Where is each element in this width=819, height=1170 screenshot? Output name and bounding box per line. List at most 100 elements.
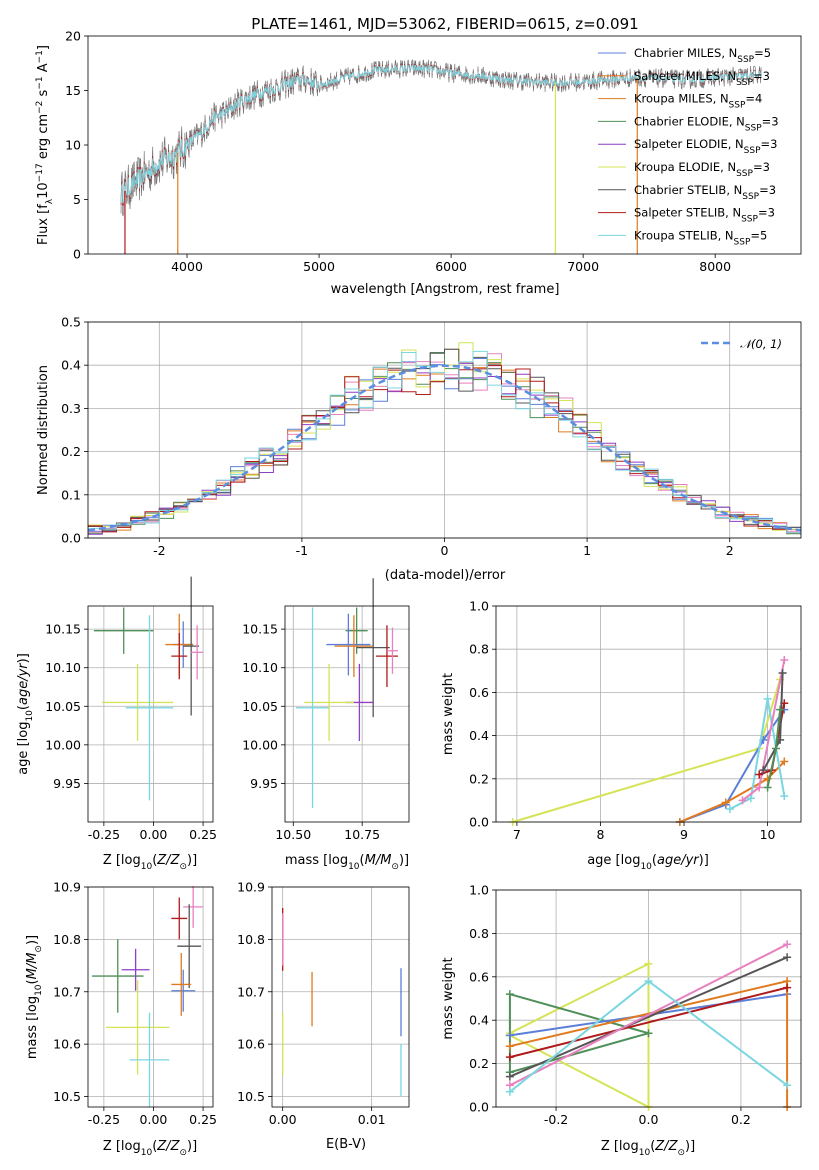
legend-entry: Salpeter STELIB, NSSP=3 — [634, 206, 775, 225]
legend-entry-part: =5 — [754, 46, 771, 60]
y-tick-label: 10.7 — [53, 984, 81, 999]
axes-frame — [87, 35, 802, 255]
y-tick-label: 0.0 — [61, 531, 81, 546]
legend-entry: Kroupa STELIB, NSSP=5 — [634, 228, 767, 247]
y-tick-label: 0.4 — [469, 1013, 489, 1028]
y-axis-label: Flux [fλ10−17 erg cm−2 s−1 A−1] — [35, 45, 55, 245]
x-tick-label: 2 — [726, 543, 734, 558]
legend-entry-part: SSP — [736, 78, 753, 88]
x-tick-label: 7000 — [567, 259, 599, 274]
y-axis-label-part: 10 — [25, 710, 35, 722]
legend-entry: Chabrier STELIB, NSSP=3 — [634, 183, 776, 202]
y-axis-label-part: mass [log — [25, 996, 40, 1059]
y-axis-label-part: age [log — [16, 722, 31, 775]
x-axis-label: Z [log10(Z/Z⊙)] — [103, 853, 197, 872]
y-tick-label: 0.4 — [469, 728, 489, 743]
y-tick-label: 9.95 — [53, 776, 81, 791]
weight-marker — [505, 1072, 514, 1081]
y-axis-label: mass weight — [441, 673, 456, 755]
x-tick-label: -1 — [296, 543, 308, 558]
weight-marker — [738, 796, 747, 805]
legend-entry: Chabrier ELODIE, NSSP=3 — [634, 114, 779, 133]
axes-frame — [284, 605, 410, 823]
x-axis-label-part: ⊙ — [179, 862, 187, 872]
weight-marker — [780, 792, 789, 801]
x-axis-label-part: ( — [652, 853, 657, 868]
x-axis-label-part: Z [log — [103, 1139, 141, 1154]
x-tick-label: 0.2 — [731, 1112, 751, 1127]
y-tick-label: 0.8 — [469, 642, 489, 657]
weight-marker — [783, 1081, 792, 1090]
x-axis-label-part: 10 — [640, 862, 652, 872]
legend-entry-part: Kroupa MILES, N — [634, 92, 729, 106]
legend-entry-part: =3 — [762, 114, 779, 128]
legend-entry: Chabrier MILES, NSSP=5 — [634, 46, 771, 65]
legend-entry-part: =3 — [761, 137, 778, 151]
y-tick-label: 0.0 — [469, 1100, 489, 1115]
legend-entry-part: =3 — [753, 160, 770, 174]
x-axis-label-part: age [log — [587, 853, 640, 868]
x-axis-label-part: M/M — [365, 853, 392, 868]
y-tick-label: 10.6 — [53, 1037, 81, 1052]
x-axis-label: (data-model)/error — [385, 568, 506, 583]
y-tick-label: 5 — [73, 192, 81, 207]
y-tick-label: 10 — [65, 138, 81, 153]
y-tick-label: 10.15 — [45, 622, 81, 637]
x-tick-label: 0.0 — [639, 1112, 659, 1127]
x-axis-label-part: )] — [187, 853, 197, 868]
x-tick-label: 0.00 — [140, 1112, 168, 1127]
y-axis-label: mass [log10(M/M⊙)] — [25, 935, 44, 1059]
weight-marker — [780, 656, 789, 664]
weight-marker — [763, 783, 772, 792]
y-axis-label-part: ] — [36, 45, 51, 50]
legend-entry-part: SSP — [741, 215, 758, 225]
weight-marker — [778, 668, 787, 677]
figure-title: PLATE=1461, MJD=53062, FIBERID=0615, z=0… — [251, 15, 638, 33]
y-tick-label: 1.0 — [469, 883, 489, 898]
x-axis-label-part: ( — [152, 1139, 157, 1154]
x-axis-label-part: 10 — [348, 862, 360, 872]
legend-entry-part: SSP — [729, 101, 746, 111]
weight-marker — [763, 694, 772, 703]
y-tick-label: 0 — [73, 247, 81, 262]
x-tick-label: 0.25 — [189, 827, 217, 842]
legend-entry: Kroupa ELODIE, NSSP=3 — [634, 160, 770, 179]
legend-entry-part: SSP — [744, 146, 761, 156]
weight-marker — [780, 757, 789, 766]
x-axis-label-part: age/yr — [657, 853, 700, 868]
x-axis-label: wavelength [Angstrom, rest frame] — [331, 282, 560, 297]
legend-entry-part: Kroupa STELIB, N — [634, 228, 734, 242]
y-tick-label: 0.2 — [61, 444, 81, 459]
x-tick-label: -0.25 — [88, 827, 120, 842]
y-tick-label: 0.3 — [61, 401, 81, 416]
x-axis-label-part: ⊙ — [391, 862, 399, 872]
y-axis-label-part: 10 — [36, 182, 51, 199]
legend-entry-part: Salpeter STELIB, N — [634, 206, 741, 220]
y-tick-label: 9.95 — [250, 776, 278, 791]
x-axis-label-part: 10 — [639, 1148, 651, 1158]
y-tick-label: 0.2 — [469, 771, 489, 786]
y-axis-label-part: −1 — [35, 76, 45, 89]
legend-entry-part: Chabrier STELIB, N — [634, 183, 742, 197]
x-tick-label: -2 — [153, 543, 165, 558]
x-axis-label: Z [log10(Z/Z⊙)] — [103, 1139, 197, 1158]
y-axis-label-part: ⊙ — [34, 945, 44, 953]
x-axis-label-part: ⊙ — [677, 1148, 685, 1158]
histogram-plot — [88, 342, 801, 537]
y-tick-label: 0.0 — [469, 815, 489, 830]
x-axis-label-part: ( — [152, 853, 157, 868]
y-tick-label: 0.5 — [61, 315, 81, 330]
weight-marker — [746, 794, 755, 803]
weight-marker — [755, 770, 764, 779]
weight-marker — [771, 744, 780, 753]
y-axis-label: mass weight — [441, 957, 456, 1039]
weight-marker — [759, 766, 768, 775]
spectrum-plot — [120, 59, 762, 254]
x-tick-label: 0.00 — [140, 827, 168, 842]
x-tick-label: 0 — [441, 543, 449, 558]
y-tick-label: 0.6 — [469, 685, 489, 700]
x-tick-label: 0.25 — [189, 1112, 217, 1127]
weight-line — [679, 760, 786, 823]
